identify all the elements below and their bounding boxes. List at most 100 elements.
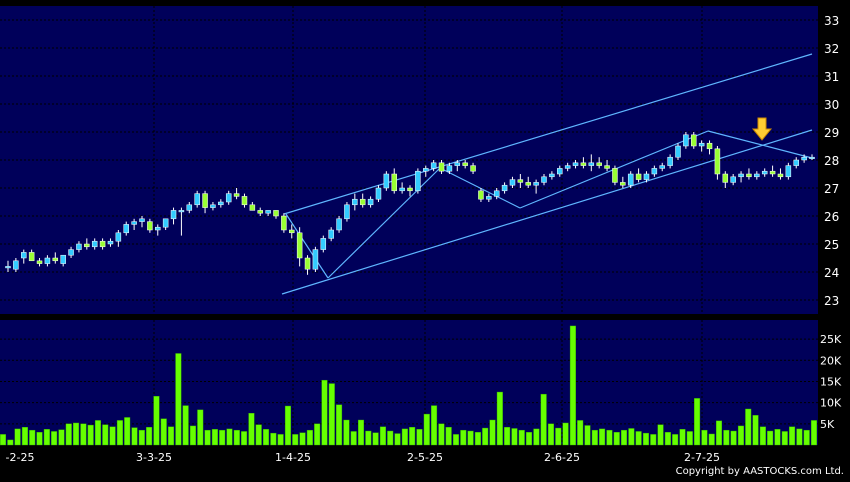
candle-body — [76, 243, 82, 250]
candle-body — [131, 221, 137, 225]
copyright-text: Copyright by AASTOCKS.com Ltd. — [675, 466, 844, 477]
candle-body — [643, 173, 650, 180]
volume-bar — [197, 409, 204, 446]
price-tick-label: 24 — [824, 266, 839, 280]
candle-body — [233, 193, 240, 197]
candle-body — [627, 173, 634, 186]
candle-body — [44, 257, 51, 264]
candle-body — [722, 173, 729, 183]
volume-bar — [664, 432, 671, 446]
volume-bar — [642, 432, 649, 446]
candle-body — [407, 187, 413, 192]
candle-body — [777, 173, 784, 178]
candle-body — [714, 148, 721, 175]
candle-body — [367, 198, 374, 206]
price-tick-label: 26 — [824, 210, 839, 224]
candle-body — [423, 168, 429, 172]
volume-bar — [628, 428, 635, 446]
volume-bar — [686, 431, 693, 446]
volume-bar — [372, 432, 379, 446]
volume-bar — [21, 427, 28, 446]
volume-bar — [526, 432, 533, 446]
volume-bar — [774, 429, 781, 446]
candlestick-series — [5, 132, 815, 275]
candle-body — [273, 210, 279, 217]
volume-bar — [613, 432, 620, 446]
volume-bar — [292, 434, 299, 446]
candle-body — [84, 243, 90, 248]
candle-body — [706, 142, 713, 150]
candle-body — [572, 162, 579, 166]
trendline — [285, 213, 329, 279]
candle-body — [612, 168, 618, 183]
volume-bar — [29, 429, 36, 446]
volume-bar — [87, 424, 94, 446]
price-tick-label: 27 — [824, 182, 839, 196]
volume-bar — [708, 433, 715, 446]
volume-bar — [321, 379, 328, 446]
candle-body — [155, 226, 161, 231]
volume-bar — [160, 418, 167, 446]
candle-body — [328, 229, 334, 239]
volume-bar — [803, 429, 810, 446]
volume-bar — [547, 423, 554, 446]
candle-body — [21, 252, 27, 259]
candle-body — [604, 165, 610, 169]
volume-bar — [7, 439, 14, 446]
volume-series — [0, 325, 818, 446]
volume-bar — [445, 427, 452, 446]
volume-bar — [555, 427, 562, 446]
candle-body — [289, 229, 295, 234]
candle-body — [635, 173, 642, 180]
candle-body — [691, 134, 697, 147]
volume-bar — [767, 430, 774, 446]
candle-body — [730, 176, 736, 183]
candle-body — [344, 204, 350, 220]
volume-bar — [716, 420, 723, 446]
candle-body — [596, 162, 602, 166]
candle-body — [517, 179, 524, 183]
candle-body — [60, 254, 66, 264]
volume-tick-label: 10K — [820, 397, 842, 410]
candle-body — [557, 168, 563, 175]
candle-body — [651, 168, 658, 175]
candle-body — [580, 162, 587, 166]
price-tick-label: 29 — [824, 126, 839, 140]
date-tick-label: 1-4-25 — [275, 451, 311, 464]
volume-bar — [116, 420, 123, 446]
candle-body — [115, 232, 122, 242]
candle-body — [5, 266, 11, 269]
candle-body — [430, 162, 437, 169]
volume-bar — [606, 429, 613, 446]
candle-body — [462, 162, 468, 166]
volume-bar — [43, 429, 50, 446]
volume-bar — [577, 420, 584, 446]
volume-bar — [270, 432, 277, 446]
candle-body — [91, 240, 98, 248]
down-arrow-icon — [751, 117, 773, 141]
volume-bar — [737, 425, 744, 446]
candle-body — [28, 252, 35, 262]
candle-body — [809, 156, 815, 159]
volume-bar — [299, 432, 306, 446]
volume-bar — [379, 426, 386, 446]
volume-bar — [0, 434, 6, 446]
volume-bar — [423, 413, 430, 446]
volume-tick-label: 5K — [820, 418, 835, 431]
volume-bar — [562, 422, 569, 446]
volume-bar — [511, 428, 518, 446]
volume-bar — [401, 428, 408, 446]
volume-bar — [759, 426, 766, 446]
candle-body — [383, 173, 390, 189]
volume-bar — [336, 404, 343, 446]
volume-bar — [314, 423, 321, 446]
candle-body — [249, 204, 256, 211]
price-tick-label: 23 — [824, 294, 839, 308]
candle-body — [147, 221, 153, 231]
volume-bar — [781, 431, 788, 446]
volume-bar — [58, 429, 65, 446]
volume-bar — [621, 429, 628, 446]
volume-bar — [51, 431, 58, 446]
volume-bar — [219, 429, 226, 446]
